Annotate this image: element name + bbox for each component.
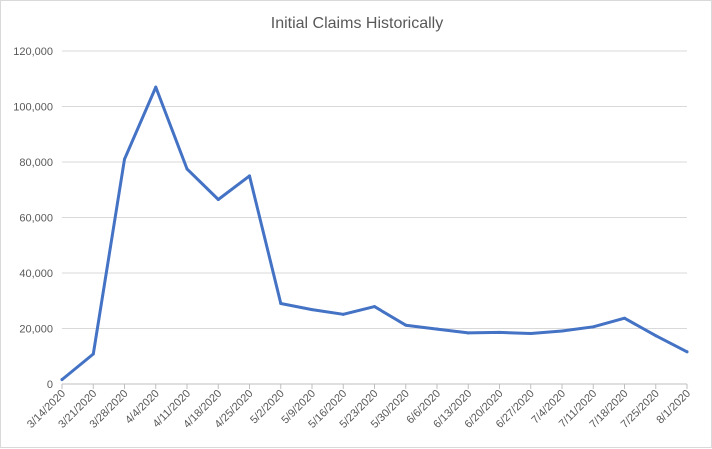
data-point — [404, 323, 408, 327]
data-point — [591, 325, 595, 329]
data-point — [685, 350, 689, 354]
data-point — [216, 197, 220, 201]
y-tick-label: 100,000 — [13, 102, 53, 114]
y-tick-label: 80,000 — [19, 157, 53, 169]
chart-title: Initial Claims Historically — [271, 15, 443, 32]
data-point — [185, 167, 189, 171]
y-tick-label: 120,000 — [13, 46, 53, 58]
y-tick-label: 40,000 — [19, 268, 53, 280]
series-group — [60, 85, 689, 382]
x-tick-label: 8/1/2020 — [654, 388, 693, 427]
data-point — [123, 157, 126, 161]
data-point — [623, 316, 626, 320]
data-point — [654, 334, 658, 338]
data-point — [154, 85, 158, 89]
data-point — [60, 378, 64, 382]
gridlines — [62, 50, 687, 329]
data-point — [498, 330, 501, 334]
y-tick-label: 20,000 — [19, 324, 53, 336]
data-point — [91, 352, 95, 356]
y-tick-label: 60,000 — [19, 213, 53, 225]
data-point — [248, 174, 251, 178]
series-line — [60, 85, 689, 382]
data-point — [466, 331, 470, 335]
data-point — [310, 308, 314, 312]
data-point — [560, 329, 564, 333]
data-point — [279, 302, 283, 306]
data-point — [529, 331, 533, 335]
y-axis: 0 20,000 40,000 60,000 80,000 100,000 120,000 — [13, 46, 53, 391]
y-tick-label: 0 — [47, 379, 53, 391]
data-point — [435, 327, 439, 331]
data-point — [373, 305, 376, 309]
data-point — [341, 312, 345, 316]
x-axis: 3/14/20203/21/20203/28/20204/4/20204/11/… — [25, 383, 693, 431]
